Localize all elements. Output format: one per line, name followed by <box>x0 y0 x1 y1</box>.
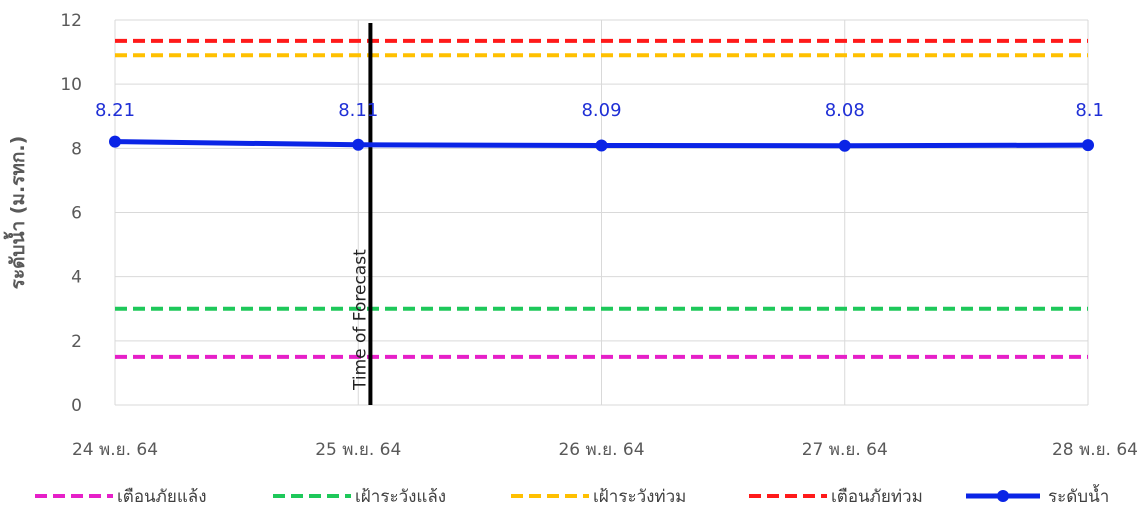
legend-label: เฝ้าระวังแล้ง <box>355 487 446 507</box>
y-tick-label: 4 <box>71 268 82 288</box>
legend: เตือนภัยแล้ง เฝ้าระวังแล้ง เฝ้าระวังท่วม เต… <box>35 484 1109 507</box>
data-label: 8.09 <box>581 100 621 121</box>
data-label: 8.21 <box>95 100 135 121</box>
data-label: 8.08 <box>825 100 865 121</box>
y-tick-label: 6 <box>71 204 82 224</box>
y-tick-label: 2 <box>71 332 82 352</box>
data-label: 8.1 <box>1075 100 1104 121</box>
data-point <box>595 139 608 152</box>
legend-marker <box>997 490 1009 502</box>
threshold-lines <box>115 38 1088 359</box>
x-tick-label: 24 พ.ย. 64 <box>72 440 158 460</box>
legend-label: เตือนภัยแล้ง <box>117 487 207 507</box>
y-tick-label: 12 <box>60 11 82 31</box>
legend-label: เฝ้าระวังท่วม <box>593 487 686 507</box>
y-tick-label: 10 <box>60 75 82 95</box>
y-axis-label: ระดับน้ำ (ม.รทก.) <box>3 136 29 290</box>
legend-label: เตือนภัยท่วม <box>831 487 923 507</box>
x-tick-label: 26 พ.ย. 64 <box>558 440 644 460</box>
y-tick-label: 8 <box>71 139 82 159</box>
x-axis-ticks: 24 พ.ย. 64 25 พ.ย. 64 26 พ.ย. 64 27 พ.ย. 64… <box>72 440 1138 460</box>
x-tick-label: 25 พ.ย. 64 <box>315 440 401 460</box>
data-label: 8.11 <box>338 100 378 121</box>
grid <box>114 19 1089 406</box>
data-point <box>352 138 365 151</box>
series-water-level: 8.21 8.11 8.09 8.08 8.1 <box>95 100 1104 152</box>
forecast-label: Time of Forecast <box>350 249 370 391</box>
data-point <box>838 139 851 152</box>
legend-label: ระดับน้ำ <box>1048 484 1109 507</box>
x-tick-label: 27 พ.ย. 64 <box>802 440 888 460</box>
data-point <box>109 135 121 148</box>
y-tick-label: 0 <box>71 396 82 416</box>
x-tick-label: 28 พ.ย. 64 <box>1052 440 1138 460</box>
forecast-marker: Time of Forecast <box>350 23 373 405</box>
y-axis-ticks: 0 2 4 6 8 10 12 <box>60 11 82 416</box>
data-point <box>1082 139 1094 152</box>
